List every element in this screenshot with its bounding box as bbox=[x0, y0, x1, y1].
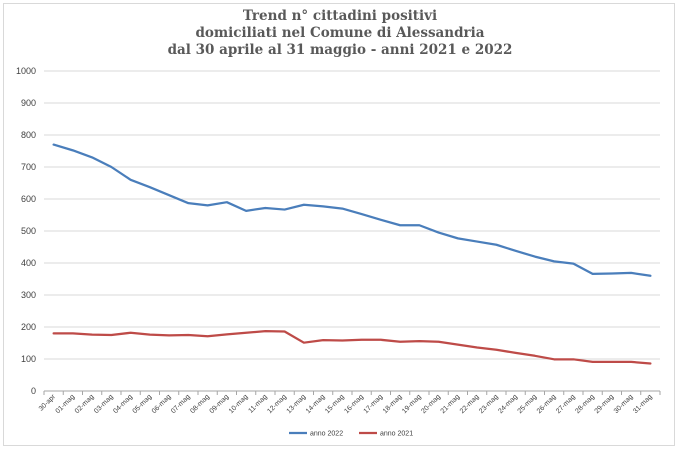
y-tick-label: 400 bbox=[21, 258, 36, 268]
x-tick-label: 09-mag bbox=[209, 393, 231, 415]
x-tick-label: 19-mag bbox=[401, 393, 423, 415]
y-gridlines bbox=[44, 70, 660, 360]
x-axis-ticks: 30-apr01-mag02-mag03-mag04-mag05-mag06-m… bbox=[38, 393, 654, 415]
y-tick-label: 800 bbox=[21, 130, 36, 140]
legend: anno 2022 anno 2021 bbox=[289, 431, 413, 438]
x-axis bbox=[43, 390, 661, 395]
series-line bbox=[52, 143, 652, 277]
x-tick-label: 16-mag bbox=[343, 393, 365, 415]
legend-label: anno 2022 bbox=[310, 431, 343, 438]
y-tick-label: 1000 bbox=[16, 66, 36, 76]
x-tick-label: 06-mag bbox=[151, 393, 173, 415]
y-tick-label: 500 bbox=[21, 226, 36, 236]
y-axis-ticks: 0 100 200 300 400 500 600 700 800 900 1000 bbox=[16, 66, 36, 396]
y-tick-label: 0 bbox=[31, 386, 36, 396]
x-tick-label: 23-mag bbox=[478, 393, 500, 415]
x-tick-label: 11-mag bbox=[247, 393, 268, 414]
x-tick-label: 04-mag bbox=[112, 393, 134, 415]
x-tick-label: 03-mag bbox=[93, 393, 115, 415]
x-tick-label: 25-mag bbox=[517, 393, 539, 415]
legend-label: anno 2021 bbox=[380, 431, 413, 438]
x-tick-label: 17-mag bbox=[363, 393, 385, 415]
y-tick-label: 700 bbox=[21, 162, 36, 172]
x-tick-label: 21-mag bbox=[440, 393, 462, 415]
x-tick-label: 30-mag bbox=[613, 393, 635, 415]
y-tick-label: 900 bbox=[21, 98, 36, 108]
x-tick-label: 13-mag bbox=[286, 393, 308, 415]
x-tick-label: 27-mag bbox=[555, 393, 577, 415]
chart-title: Trend n° cittadini positivi domiciliati … bbox=[0, 8, 680, 59]
x-tick-label: 15-mag bbox=[324, 393, 346, 415]
x-tick-label: 02-mag bbox=[74, 393, 96, 415]
x-tick-label: 22-mag bbox=[459, 393, 481, 415]
x-tick-label: 29-mag bbox=[594, 393, 616, 415]
x-tick-label: 07-mag bbox=[170, 393, 192, 415]
chart-frame bbox=[3, 3, 675, 446]
chart-title-line-2: domiciliati nel Comune di Alessandria bbox=[195, 25, 485, 41]
y-tick-label: 200 bbox=[21, 322, 36, 332]
x-tick-label: 14-mag bbox=[305, 393, 327, 415]
y-tick-label: 600 bbox=[21, 194, 36, 204]
series-lines bbox=[52, 143, 652, 365]
x-tick-label: 10-mag bbox=[228, 393, 250, 415]
x-tick-label: 08-mag bbox=[189, 393, 211, 415]
x-tick-label: 18-mag bbox=[382, 393, 404, 415]
x-tick-label: 12-mag bbox=[266, 393, 288, 415]
chart-title-line-1: Trend n° cittadini positivi bbox=[242, 8, 438, 24]
series-line bbox=[52, 330, 652, 365]
y-tick-label: 300 bbox=[21, 290, 36, 300]
y-tick-label: 100 bbox=[21, 354, 36, 364]
x-tick-label: 20-mag bbox=[420, 393, 442, 415]
x-tick-label: 26-mag bbox=[536, 393, 558, 415]
x-tick-label: 31-mag bbox=[632, 393, 654, 415]
x-tick-label: 28-mag bbox=[574, 393, 596, 415]
chart-title-line-3: dal 30 aprile al 31 maggio - anni 2021 e… bbox=[167, 42, 513, 58]
x-tick-label: 01-mag bbox=[55, 393, 77, 415]
x-tick-label: 05-mag bbox=[132, 393, 154, 415]
x-tick-label: 24-mag bbox=[497, 393, 519, 415]
